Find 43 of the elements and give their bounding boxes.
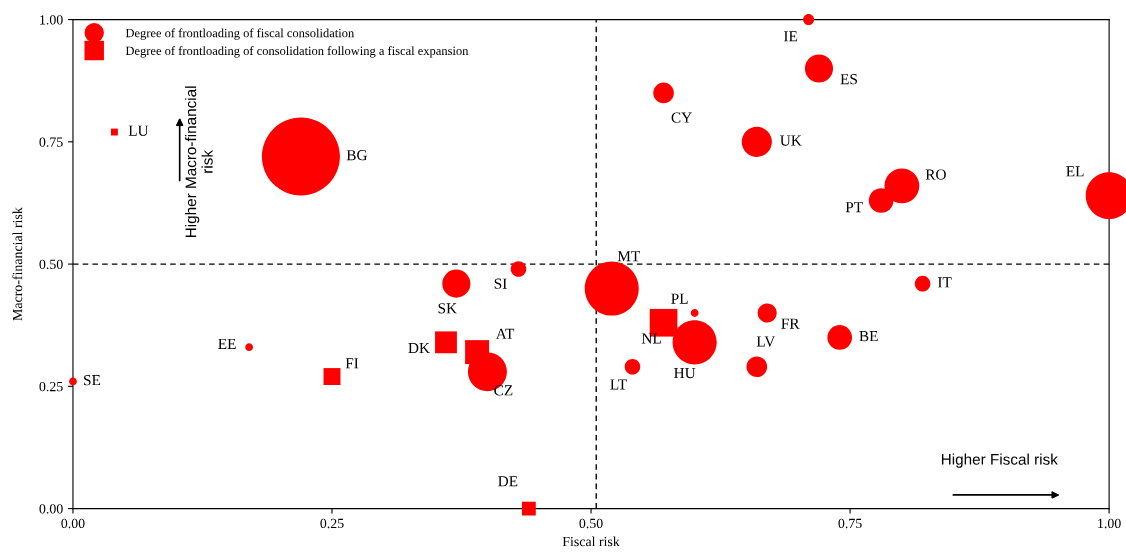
annotation: RO — [925, 169, 946, 180]
annotation: UK — [780, 135, 802, 146]
annotation: SK — [438, 303, 457, 314]
annotation: FI — [345, 358, 359, 369]
annotation: SI — [494, 278, 507, 289]
y-tick-label: 0.50 — [39, 259, 63, 270]
annotation: NL — [641, 333, 661, 344]
annotation: PL — [671, 293, 688, 304]
x-tick-label: 0.75 — [838, 518, 862, 529]
annotation: HU — [674, 368, 696, 379]
annotation: SE — [84, 375, 101, 386]
annotation: CZ — [494, 385, 513, 396]
annotation: DK — [408, 343, 430, 354]
annotation: MT — [617, 251, 640, 262]
legend-label: Degree of frontloading of fiscal consolidation — [125, 28, 355, 40]
annotation: CY — [671, 112, 692, 123]
annotation: DE — [498, 476, 518, 487]
annotation: EE — [218, 338, 236, 349]
annotation: AT — [495, 328, 515, 339]
x-tick-label: 0.25 — [320, 518, 344, 529]
annotation: ES — [840, 74, 857, 85]
y-tick-label: 0.25 — [39, 381, 63, 392]
annotation: BG — [346, 150, 368, 161]
y-tick-label: 1.00 — [40, 15, 63, 25]
annotation: FR — [781, 318, 800, 329]
y-tick-label: 0.75 — [39, 137, 63, 147]
legend-label: Degree of frontloading of consolidation following a fiscal expansion — [125, 46, 469, 58]
x-tick-label: 0.00 — [61, 518, 85, 529]
x-axis-title: Fiscal risk — [562, 536, 620, 547]
annotation: LT — [610, 379, 627, 390]
x-tick-label: 0.50 — [579, 518, 603, 529]
annotation: BE — [859, 331, 878, 342]
annotation: IE — [783, 31, 798, 42]
annotation: PT — [845, 202, 863, 213]
annotation: LU — [128, 125, 149, 136]
annotation: Higher Fiscal risk — [941, 453, 1058, 468]
y-tick-label: 0.00 — [39, 504, 63, 514]
annotation: IT — [937, 277, 952, 288]
y-axis-title: Macro-financial risk — [12, 207, 23, 321]
annotation: LV — [756, 336, 776, 347]
annotation: EL — [1066, 166, 1084, 177]
annotation: Higher Macro-financial risk — [185, 86, 213, 238]
x-tick-label: 1.00 — [1098, 518, 1121, 529]
